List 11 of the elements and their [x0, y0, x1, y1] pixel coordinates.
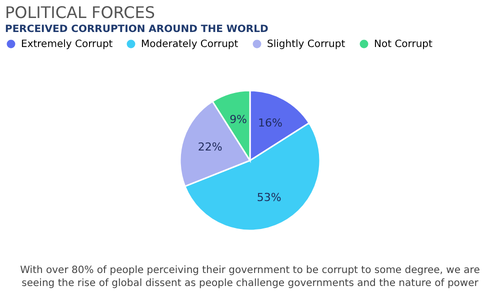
data-label: 9% [230, 113, 248, 126]
data-label: 53% [256, 190, 282, 204]
chart-subtitle: PERCEIVED CORRUPTION AROUND THE WORLD [5, 24, 268, 35]
legend-label: Moderately Corrupt [141, 39, 238, 50]
chart-title: POLITICAL FORCES [5, 3, 156, 22]
legend-label: Slightly Corrupt [267, 39, 346, 50]
text: With over 80% of people perceiving their government to be corrupt to some degree, we are seeing the rise of global dissent as people challenge governments and the nature of power [20, 265, 480, 289]
data-label: 22% [198, 140, 222, 154]
legend-label: Not Corrupt [374, 39, 433, 50]
legend-label: Extremely Corrupt [21, 39, 113, 50]
data-label: 16% [258, 116, 282, 130]
